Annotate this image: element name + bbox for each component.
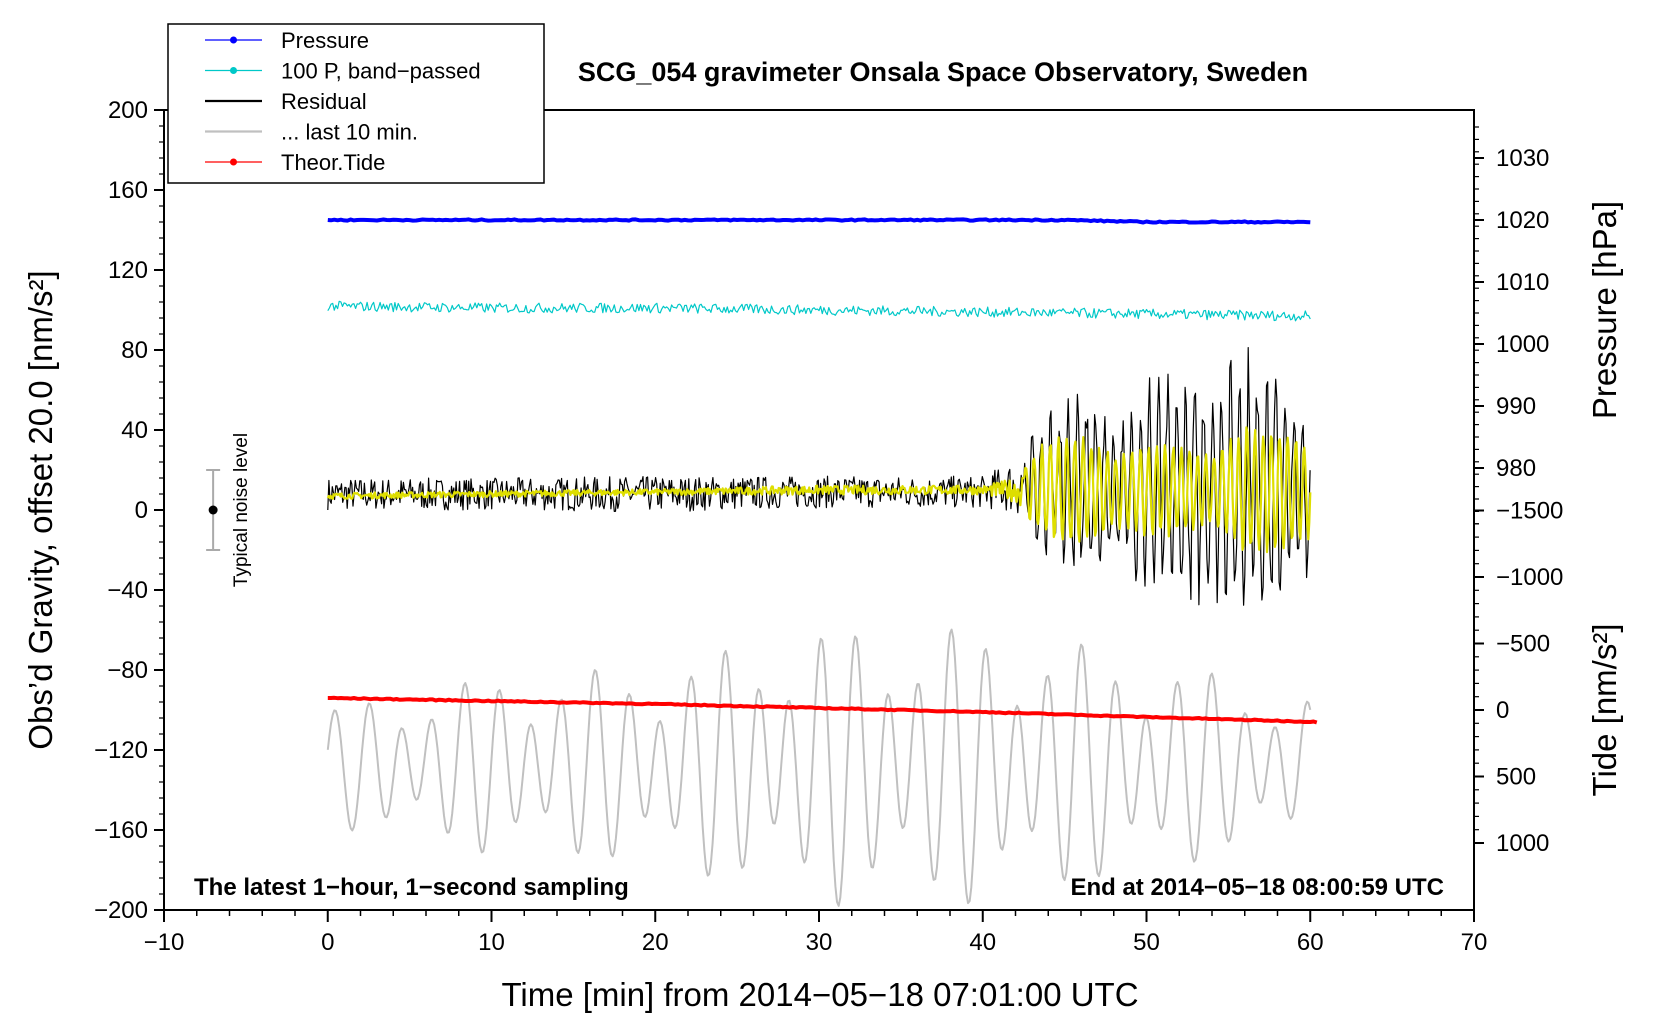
- legend-label: Residual: [281, 89, 367, 114]
- noise-level-indicator: [206, 469, 221, 551]
- y-tick-label-left: −40: [107, 577, 148, 604]
- y-axis-label-left: Obs’d Gravity, offset 20.0 [nm/s²]: [22, 270, 59, 749]
- y-tick-label-pressure: 1010: [1496, 269, 1549, 296]
- noise-bar-center: [208, 505, 218, 515]
- y-tick-label-tide: −500: [1496, 631, 1550, 658]
- y-tick-label-left: −200: [94, 897, 148, 924]
- x-tick-label: 40: [969, 929, 996, 956]
- y-tick-label-pressure: 990: [1496, 393, 1536, 420]
- x-tick-label: 30: [806, 929, 833, 956]
- x-tick-label: 60: [1297, 929, 1324, 956]
- y-tick-label-pressure: 1020: [1496, 207, 1549, 234]
- y-tick-label-tide: 500: [1496, 764, 1536, 791]
- x-axis-label: Time [min] from 2014−05−18 07:01:00 UTC: [501, 976, 1138, 1013]
- y-tick-label-tide: 0: [1496, 697, 1509, 724]
- series-last-10-min: [326, 628, 1312, 907]
- x-tick-label: 10: [478, 929, 505, 956]
- x-tick-label: 70: [1461, 929, 1488, 956]
- legend-label: Theor.Tide: [281, 150, 385, 175]
- series-layer: [326, 217, 1318, 907]
- annotation-bottom-left: The latest 1−hour, 1−second sampling: [194, 874, 629, 901]
- legend-marker: [230, 67, 237, 74]
- x-tick-label: −10: [144, 929, 185, 956]
- y-tick-label-left: −160: [94, 817, 148, 844]
- x-tick-label: 20: [642, 929, 669, 956]
- noise-level-label: Typical noise level: [231, 433, 252, 587]
- y-tick-label-left: 40: [121, 417, 148, 444]
- y-tick-label-left: −80: [107, 657, 148, 684]
- y-tick-label-tide: −1500: [1496, 498, 1563, 525]
- legend-box: [167, 23, 545, 184]
- y-tick-label-tide: 1000: [1496, 830, 1549, 857]
- x-tick-label: 0: [321, 929, 334, 956]
- legend: Pressure 100 P, band−passed Residual ... la…: [167, 23, 545, 184]
- series-pressure-bandpassed: [327, 300, 1311, 322]
- legend-label: Pressure: [281, 28, 369, 53]
- y-tick-label-left: −120: [94, 737, 148, 764]
- y-axis-label-pressure: Pressure [hPa]: [1586, 201, 1623, 419]
- x-tick-label: 50: [1133, 929, 1160, 956]
- legend-marker: [230, 36, 237, 44]
- series-residual-smoothed: [326, 426, 1312, 554]
- legend-label: ... last 10 min.: [281, 120, 418, 145]
- tick-layer: −10 0 10 20 30 40 50 60 7020016012080400−40−80−1…: [94, 97, 1563, 956]
- series-pressure: [327, 217, 1311, 225]
- y-tick-label-left: 80: [121, 337, 148, 364]
- series-theor-tide: [327, 695, 1318, 725]
- legend-label: 100 P, band−passed: [281, 59, 481, 84]
- y-tick-label-left: 0: [135, 497, 148, 524]
- legend-marker: [230, 158, 237, 166]
- y-axis-label-tide: Tide [nm/s²]: [1586, 624, 1623, 797]
- y-tick-label-tide: −1000: [1496, 564, 1563, 591]
- annotation-bottom-right: End at 2014−05−18 08:00:59 UTC: [1070, 874, 1444, 901]
- y-tick-label-pressure: 980: [1496, 455, 1536, 482]
- y-tick-label-left: 120: [108, 257, 148, 284]
- y-tick-label-left: 200: [108, 97, 148, 124]
- y-tick-label-pressure: 1000: [1496, 331, 1549, 358]
- chart-title: SCG_054 gravimeter Onsala Space Observat…: [578, 57, 1308, 87]
- y-tick-label-pressure: 1030: [1496, 145, 1549, 172]
- y-tick-label-left: 160: [108, 177, 148, 204]
